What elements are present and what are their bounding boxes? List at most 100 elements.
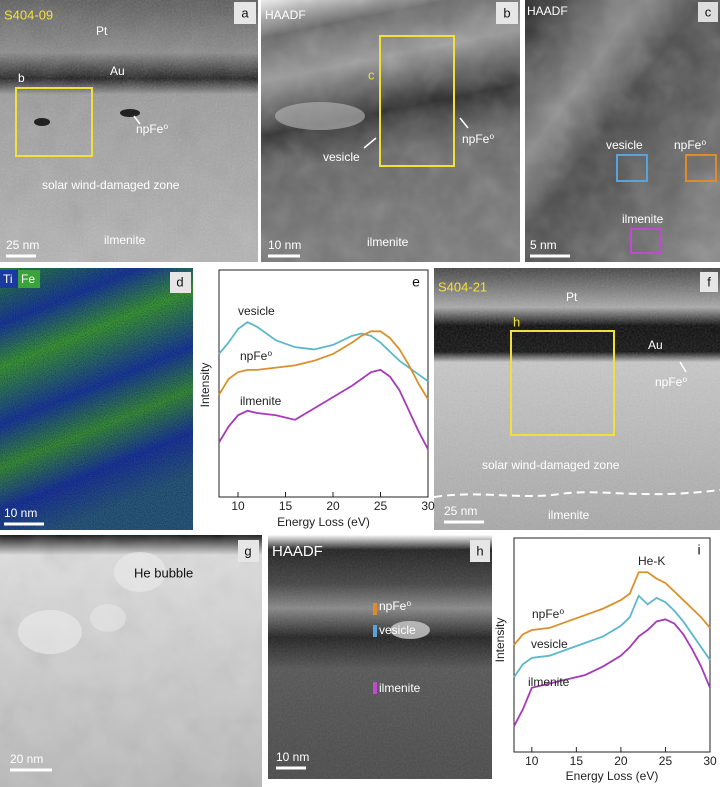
panel-letter: g [244,543,251,558]
panel-c: HAADF vesicle npFe⁰ ilmenite 5 nm c [525,0,720,262]
chart: 10 15 20 25 30 Energy Loss (eV) Intensity vesic… [198,269,435,529]
annotation: ilmenite [104,233,146,247]
annotation: npFe⁰ [674,138,706,152]
annotation: vesicle [379,623,416,637]
annotation: ilmenite [548,508,590,522]
roi-box [630,228,662,254]
x-tick-label: 25 [659,754,673,768]
annotation: npFe⁰ [379,599,411,613]
annotation: c [368,67,375,82]
y-axis-label: Intensity [198,363,212,408]
annotation: ilmenite [622,212,664,226]
letter-box [698,2,718,22]
panel-g: He bubble 20 nm g [0,535,262,787]
roi-box [685,154,717,182]
annotation: He bubble [134,565,193,580]
scale-label: 10 nm [268,238,301,252]
annotation: h [513,314,520,329]
marker [373,625,377,637]
annotation: npFe⁰ [136,122,168,136]
annotation: vesicle [323,150,360,164]
panel-letter: a [241,5,249,20]
annotation: vesicle [606,138,643,152]
letter-box [700,272,718,292]
annotation: b [18,71,25,85]
scale-label: 20 nm [10,752,43,766]
series-label: ilmenite [528,675,570,689]
annotation: Au [648,338,663,352]
marker [373,603,377,615]
scale-label: 25 nm [444,504,477,518]
element-label: Ti [3,272,13,286]
x-tick-label: 30 [703,754,717,768]
annotation: npFe⁰ [462,132,494,146]
arrow [363,137,377,149]
panel-letter: f [707,274,711,289]
mode-label: HAADF [272,543,323,560]
mode-label: HAADF [527,4,568,18]
panel-d: Ti Fe 10 nm d [0,268,193,530]
letter-box [406,272,426,292]
arrow [133,115,141,125]
element-label: Fe [21,272,35,286]
scale-label: 25 nm [6,238,39,252]
series-label: vesicle [531,637,568,651]
series-line [218,330,429,400]
x-tick-label: 20 [326,499,340,513]
annotation: solar wind-damaged zone [42,178,180,192]
panel-letter: d [176,274,183,289]
marker [373,682,377,694]
panel-letter: b [503,5,510,20]
panel-b: HAADF c vesicle npFe⁰ ilmenite 10 nm b [261,0,520,262]
series-label: vesicle [238,304,275,318]
annotation: ilmenite [379,681,421,695]
letter-box [470,540,490,562]
letter-box [238,540,259,562]
annotation: Pt [566,290,578,304]
roi-box [616,154,648,182]
series-line [513,618,711,727]
letter-box [689,540,709,560]
roi-box [379,35,455,167]
panel-h: HAADF npFe⁰ vesicle ilmenite 10 nm h [268,535,492,779]
panel-letter: e [412,274,420,290]
series-label: npFe⁰ [532,607,564,621]
roi-box [510,330,615,436]
x-tick-label: 20 [614,754,628,768]
plot-frame [218,269,429,498]
roi-box [15,87,93,157]
panel-letter: h [476,543,483,558]
sample-label: S404-21 [438,279,487,294]
x-tick-label: 10 [525,754,539,768]
arrow [459,117,469,129]
letter-box [170,272,191,293]
arrow [679,361,687,373]
letter-box [234,2,256,24]
x-tick-label: 30 [421,499,435,513]
annotation: ilmenite [367,235,409,249]
x-tick-label: 10 [231,499,245,513]
series-line [513,594,711,678]
chart: 10 15 20 25 30 Energy Loss (eV) Intensity npFe⁰… [493,537,717,783]
series-line [513,571,711,646]
boundary [433,489,720,498]
y-axis-label: Intensity [493,618,507,663]
x-tick-label: 15 [570,754,584,768]
charts: 10 15 20 25 30 Energy Loss (eV) Intensity vesic… [198,269,717,783]
panel-letter: c [705,4,712,19]
scale-label: 5 nm [530,238,557,252]
x-axis-label: Energy Loss (eV) [566,769,659,783]
scale-label: 10 nm [276,750,309,764]
scale-label: 10 nm [4,506,37,520]
annotation: solar wind-damaged zone [482,458,620,472]
x-tick-label: 15 [279,499,293,513]
annotation: npFe⁰ [655,375,687,389]
series-label: npFe⁰ [240,349,272,363]
series-line [218,368,429,450]
legend-swatch [0,270,18,288]
letter-box [496,2,518,24]
sample-label: S404-09 [4,7,53,22]
annotation: He-K [638,554,665,568]
panel-letter: i [697,542,700,558]
series-line [218,321,429,382]
